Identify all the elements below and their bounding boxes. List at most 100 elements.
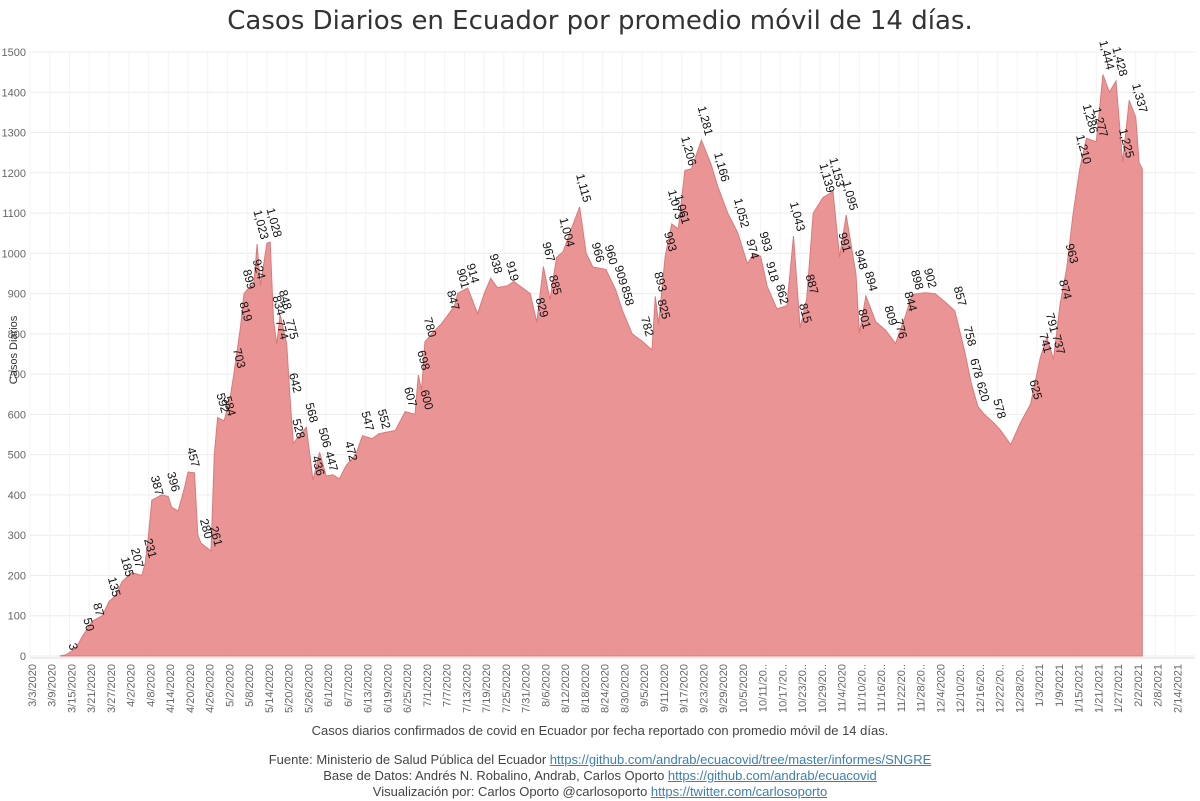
x-tick-label: 10/5/2020 xyxy=(738,664,750,713)
y-tick-label: 700 xyxy=(8,369,26,381)
database-link[interactable]: https://github.com/andrab/ecuacovid xyxy=(667,768,877,783)
x-tick-label: 4/2/2020 xyxy=(126,664,138,707)
data-label: 774 xyxy=(273,318,292,341)
data-label: 847 xyxy=(444,289,463,312)
data-label: 857 xyxy=(951,285,970,308)
x-tick-label: 2/8/2021 xyxy=(1153,664,1165,707)
y-tick-label: 500 xyxy=(8,450,26,462)
data-label: 506 xyxy=(316,426,335,449)
x-tick-label: 4/20/2020 xyxy=(185,664,197,713)
x-tick-label: 11/4/2020 xyxy=(837,664,849,712)
data-label: 578 xyxy=(990,397,1009,420)
x-tick-label: 12/4/2020 xyxy=(935,664,947,713)
x-tick-label: 6/1/2020 xyxy=(323,664,335,707)
data-label: 901 xyxy=(454,267,473,290)
data-label: 819 xyxy=(237,300,256,323)
data-label: 991 xyxy=(836,231,855,254)
data-label: 472 xyxy=(342,440,361,463)
twitter-link[interactable]: https://twitter.com/carlosoporto xyxy=(650,784,828,799)
data-label: 809 xyxy=(882,304,901,327)
y-tick-label: 1500 xyxy=(2,47,26,59)
x-tick-label: 4/26/2020 xyxy=(205,664,217,713)
y-tick-label: 400 xyxy=(8,490,26,502)
x-tick-label: 1/15/2021 xyxy=(1074,664,1086,713)
x-tick-label: 10/11/20.. xyxy=(758,664,770,712)
x-tick-label: 7/25/2020 xyxy=(501,664,513,713)
data-label: 547 xyxy=(358,410,377,433)
data-label: 775 xyxy=(283,318,302,341)
y-tick-label: 1100 xyxy=(2,208,26,220)
y-tick-label: 1000 xyxy=(2,248,26,260)
data-label: 1,115 xyxy=(573,172,594,204)
data-label: 887 xyxy=(803,273,822,296)
x-tick-label: 5/8/2020 xyxy=(244,664,256,707)
data-label: 396 xyxy=(164,470,183,493)
x-tick-label: 8/12/2020 xyxy=(560,664,572,713)
data-label: 135 xyxy=(105,575,124,598)
x-tick-label: 11/28/20.. xyxy=(916,664,928,712)
x-tick-label: 4/14/2020 xyxy=(165,664,177,713)
x-axis-caption: Casos diarios confirmados de covid en Ec… xyxy=(311,723,889,738)
x-tick-label: 6/13/2020 xyxy=(363,664,375,713)
area-series xyxy=(59,74,1143,657)
source-link[interactable]: https://github.com/andrab/ecuacovid/tree… xyxy=(549,752,932,767)
data-label: 207 xyxy=(128,546,147,569)
data-label: 231 xyxy=(141,537,160,560)
data-label: 848 xyxy=(276,288,295,311)
y-tick-label: 200 xyxy=(8,570,26,582)
x-tick-label: 3/21/2020 xyxy=(86,664,98,713)
data-label: 600 xyxy=(418,388,437,411)
x-tick-label: 6/19/2020 xyxy=(382,664,394,713)
x-tick-label: 12/22/20.. xyxy=(995,664,1007,713)
data-label: 457 xyxy=(184,446,203,469)
data-label: 899 xyxy=(240,268,259,291)
area-chart: 0 100 200 300 400 500 600 700 800 900 1000 1100 1200… xyxy=(2,39,1195,713)
data-label: 914 xyxy=(464,262,483,285)
data-label: 447 xyxy=(322,450,341,473)
x-tick-label: 1/21/2021 xyxy=(1093,664,1105,713)
x-tick-label: 8/6/2020 xyxy=(540,664,552,707)
data-label: 960 xyxy=(602,243,621,266)
x-tick-label: 1/3/2021 xyxy=(1034,664,1046,707)
x-tick-label: 10/17/20.. xyxy=(777,664,789,713)
data-label: 893 xyxy=(651,270,670,293)
data-label: 963 xyxy=(1063,242,1082,265)
x-tick-label: 5/14/2020 xyxy=(264,664,276,713)
x-tick-label: 9/23/2020 xyxy=(698,664,710,713)
y-tick-label: 300 xyxy=(8,530,26,542)
data-label: 625 xyxy=(1026,378,1045,401)
x-tick-label: 7/19/2020 xyxy=(481,664,493,713)
data-label: 993 xyxy=(757,230,776,253)
x-tick-label: 3/9/2020 xyxy=(47,664,59,707)
data-label: 874 xyxy=(1056,278,1075,301)
x-tick-label: 10/23/20.. xyxy=(797,664,809,713)
y-tick-label: 0 xyxy=(20,651,26,663)
x-tick-label: 12/10/20.. xyxy=(955,664,967,713)
data-label: 737 xyxy=(1049,333,1068,356)
x-tick-label: 5/2/2020 xyxy=(225,664,237,707)
data-label: 834 xyxy=(269,294,288,317)
x-tick-label: 9/29/2020 xyxy=(718,664,730,713)
x-tick-label: 6/25/2020 xyxy=(402,664,414,713)
y-tick-label: 1400 xyxy=(2,87,26,99)
data-label: 87 xyxy=(90,601,107,618)
data-label: 50 xyxy=(80,616,97,633)
y-tick-label: 1300 xyxy=(2,128,26,140)
data-label: 967 xyxy=(539,240,558,263)
x-tick-label: 11/16/20.. xyxy=(876,664,888,712)
y-tick-label: 1200 xyxy=(2,168,26,180)
area-layer xyxy=(59,74,1143,657)
data-label: 919 xyxy=(503,260,522,283)
data-label: 568 xyxy=(302,401,321,424)
data-label: 552 xyxy=(375,408,394,431)
data-label: 776 xyxy=(891,317,910,340)
data-label: 909 xyxy=(612,264,631,287)
data-label: 698 xyxy=(414,349,433,372)
x-tick-label: 3/27/2020 xyxy=(106,664,118,713)
data-label: 858 xyxy=(618,284,637,307)
credits-visualization: Visualización por: Carlos Oporto @carlos… xyxy=(0,784,1200,800)
data-label: 829 xyxy=(533,296,552,319)
data-label: 902 xyxy=(921,267,940,290)
x-tick-label: 2/14/2021 xyxy=(1172,664,1184,713)
x-tick-label: 3/15/2020 xyxy=(67,664,79,713)
